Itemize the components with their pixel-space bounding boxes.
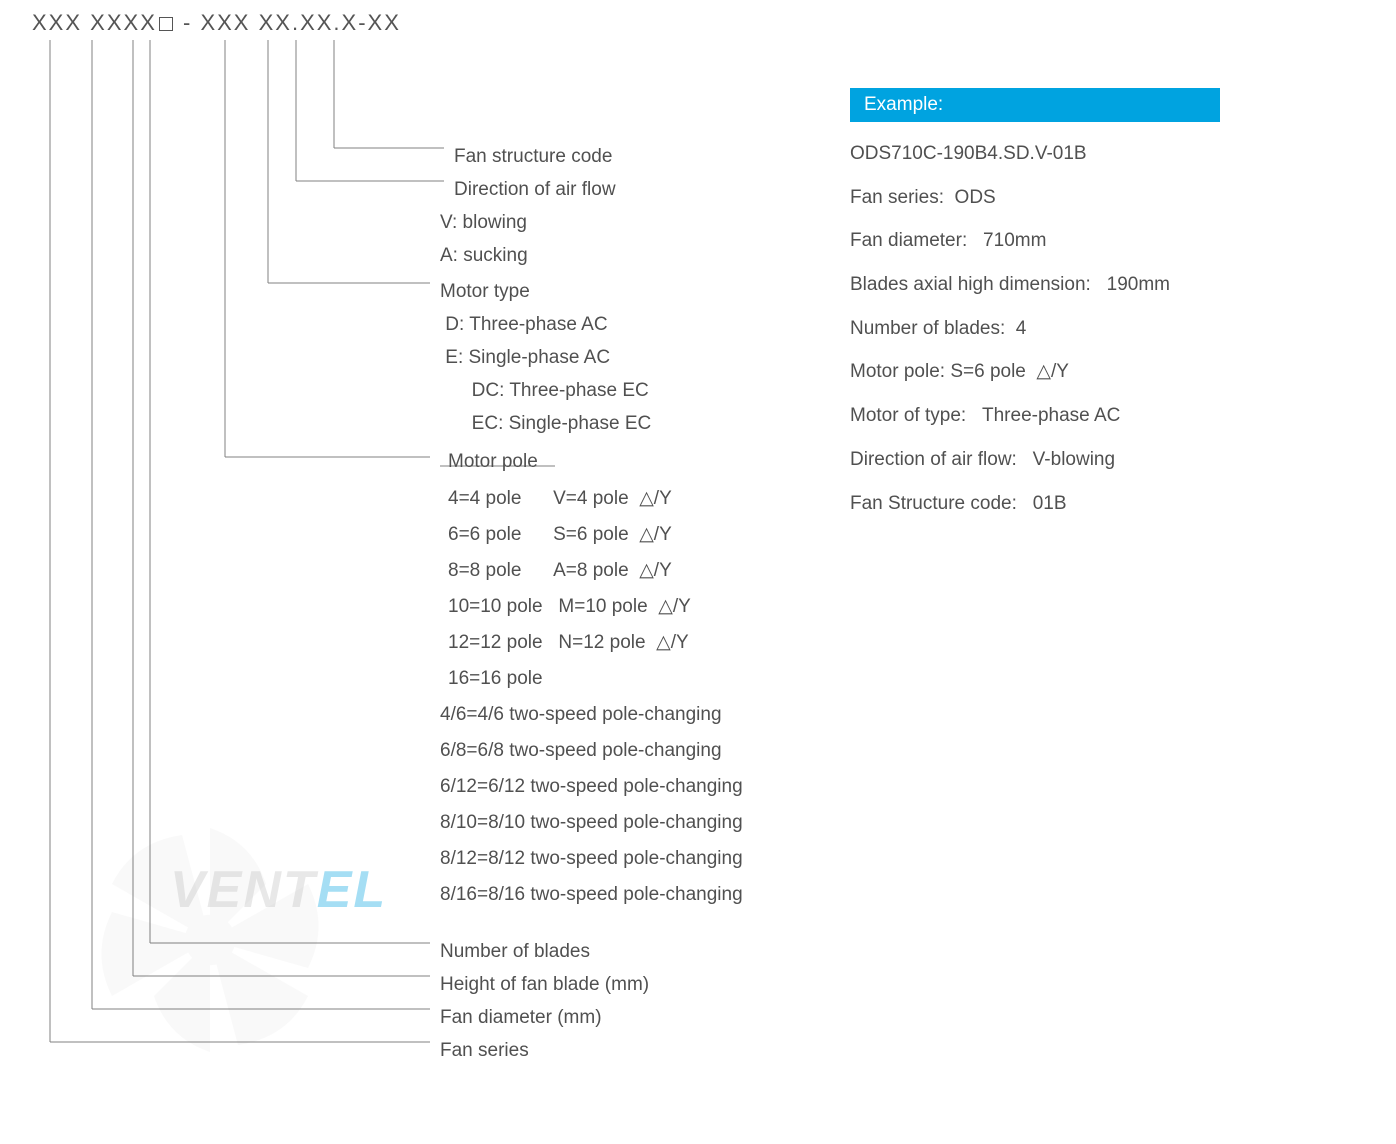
label-motor-type-ec: EC: Single-phase EC [440,406,651,442]
example-row-4: Motor pole: S=6 pole △/Y [850,350,1220,394]
label-motor-type-dc: DC: Three-phase EC [440,373,649,409]
example-row-2: Blades axial high dimension: 190mm [850,263,1220,307]
label-direction-v: V: blowing [440,205,527,241]
label-pole-612: 6/12=6/12 two-speed pole-changing [440,769,743,805]
label-pole-12: 12=12 pole N=12 pole △/Y [448,625,689,661]
label-motor-type-d: D: Three-phase AC [440,307,608,343]
example-panel: Example: ODS710C-190B4.SD.V-01B Fan seri… [850,88,1220,535]
label-motor-type-e: E: Single-phase AC [440,340,610,376]
label-pole-816: 8/16=8/16 two-speed pole-changing [440,877,743,913]
example-row-1: Fan diameter: 710mm [850,219,1220,263]
example-row-6: Direction of air flow: V-blowing [850,438,1220,482]
label-pole-6: 6=6 pole S=6 pole △/Y [448,517,672,553]
example-row-3: Number of blades: 4 [850,307,1220,351]
label-motor-type: Motor type [440,274,530,310]
label-pole-4: 4=4 pole V=4 pole △/Y [448,481,672,517]
label-pole-68: 6/8=6/8 two-speed pole-changing [440,733,722,769]
label-num-blades: Number of blades [440,934,590,970]
label-diameter: Fan diameter (mm) [440,1000,602,1036]
label-fan-series: Fan series [440,1033,529,1069]
label-pole-10: 10=10 pole M=10 pole △/Y [448,589,691,625]
example-row-0: Fan series: ODS [850,176,1220,220]
label-pole-810: 8/10=8/10 two-speed pole-changing [440,805,743,841]
label-motor-pole: Motor pole [448,444,538,480]
example-code: ODS710C-190B4.SD.V-01B [850,132,1220,176]
example-row-5: Motor of type: Three-phase AC [850,394,1220,438]
example-header: Example: [850,88,1220,122]
label-pole-8: 8=8 pole A=8 pole △/Y [448,553,672,589]
label-fan-structure-code: Fan structure code [454,139,612,175]
example-row-7: Fan Structure code: 01B [850,482,1220,526]
label-pole-812: 8/12=8/12 two-speed pole-changing [440,841,743,877]
label-pole-16: 16=16 pole [448,661,543,697]
label-direction: Direction of air flow [454,172,616,208]
label-pole-46: 4/6=4/6 two-speed pole-changing [440,697,722,733]
label-height: Height of fan blade (mm) [440,967,649,1003]
label-direction-a: A: sucking [440,238,528,274]
example-body: ODS710C-190B4.SD.V-01B Fan series: ODS F… [850,122,1220,535]
